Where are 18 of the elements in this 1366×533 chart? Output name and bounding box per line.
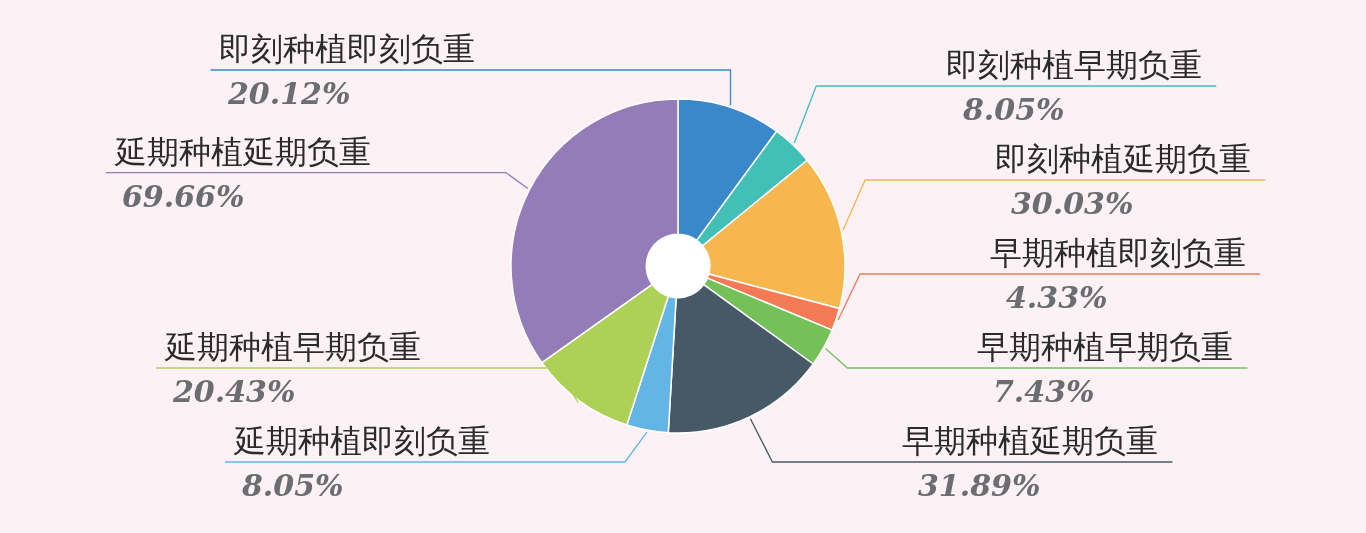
data-label: 8.05%	[241, 468, 344, 503]
slice-label: 即刻种植即刻负重	[219, 31, 475, 67]
slice-label: 延期种植即刻负重	[233, 423, 490, 459]
data-label: 31.89%	[918, 468, 1041, 503]
slice-label: 延期种植早期负重	[164, 329, 421, 365]
slice-label: 早期种植延期负重	[902, 423, 1158, 459]
slice-label: 即刻种植延期负重	[995, 141, 1251, 177]
slice-label: 延期种植延期负重	[114, 134, 371, 170]
data-label: 7.43%	[993, 374, 1095, 409]
data-label: 20.43%	[172, 374, 296, 409]
data-label: 8.05%	[962, 92, 1065, 127]
data-label: 30.03%	[1011, 186, 1134, 221]
slice-label: 即刻种植早期负重	[946, 47, 1202, 83]
data-label: 20.12%	[227, 76, 351, 111]
data-label: 69.66%	[122, 179, 245, 214]
slice-label: 早期种植早期负重	[977, 329, 1233, 365]
data-label: 4.33%	[1006, 280, 1108, 315]
slice-label: 早期种植即刻负重	[990, 235, 1246, 271]
